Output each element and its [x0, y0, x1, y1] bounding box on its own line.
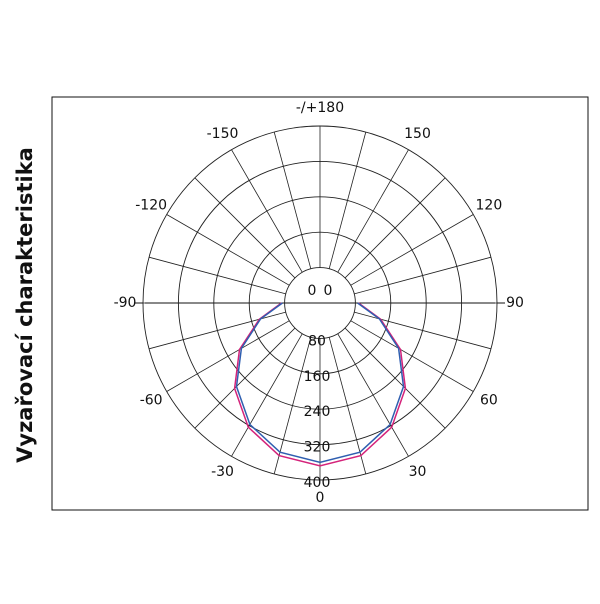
center-label: 0: [324, 283, 333, 299]
theta-tick-label: 90: [506, 295, 524, 311]
theta-tick-label: 60: [480, 393, 498, 409]
r-tick-label: 240: [304, 404, 331, 420]
grid-ring: [213, 196, 427, 410]
series-line: [235, 302, 405, 464]
r-tick-label: 160: [304, 369, 331, 385]
series-line: [233, 302, 407, 467]
theta-tick-label: 150: [404, 126, 431, 142]
theta-tick-label: -/+180: [296, 100, 344, 116]
theta-tick-label: -90: [114, 295, 137, 311]
plot-frame: [51, 96, 589, 511]
grid-ring: [142, 125, 498, 481]
r-tick-label: 80: [308, 333, 326, 349]
grid-ring: [284, 267, 356, 339]
theta-tick-label: -30: [211, 464, 234, 480]
theta-tick-label: -60: [140, 393, 163, 409]
y-axis-title: Vyzařovací charakteristika: [13, 147, 37, 463]
theta-tick-label: -150: [207, 126, 239, 142]
grid-ring: [177, 160, 463, 446]
r-tick-label: 400: [304, 475, 331, 491]
r-tick-label: 320: [304, 440, 331, 456]
theta-tick-label: 120: [476, 198, 503, 214]
theta-tick-label: -120: [135, 198, 167, 214]
theta-tick-label: 0: [316, 490, 325, 506]
center-label: 0: [308, 283, 317, 299]
theta-tick-label: 30: [409, 464, 427, 480]
grid-ring: [248, 231, 392, 375]
